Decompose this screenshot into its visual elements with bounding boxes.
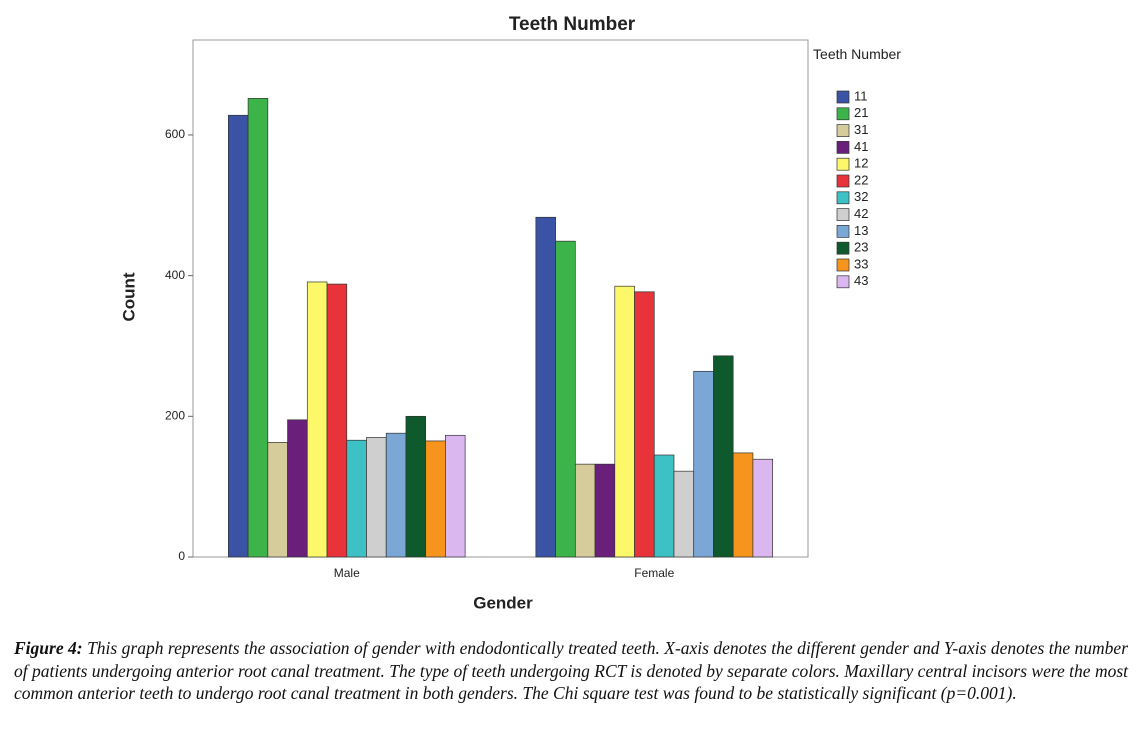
chart-title: Teeth Number — [509, 14, 636, 35]
bar — [594, 463, 616, 558]
legend-swatch — [836, 191, 850, 205]
bar — [614, 285, 635, 558]
bar — [555, 240, 576, 558]
legend-swatch — [836, 124, 850, 137]
bar — [425, 440, 446, 558]
bar — [366, 437, 387, 558]
legend-label: 41 — [854, 139, 868, 154]
x-tick-label: Male — [334, 566, 360, 580]
legend-swatch — [836, 208, 850, 221]
legend-label: 43 — [854, 273, 868, 288]
legend-label: 23 — [854, 240, 868, 255]
legend-swatch — [836, 174, 850, 188]
legend-label: 31 — [854, 122, 868, 137]
y-tick-label: 0 — [178, 549, 185, 563]
legend-label: 11 — [854, 88, 868, 103]
bar — [306, 281, 328, 558]
bar — [287, 419, 308, 558]
bar — [673, 470, 695, 558]
legend-swatch — [836, 141, 850, 154]
legend-label: 12 — [854, 156, 868, 171]
chart: Teeth Number Gender Count 0 200 400 600 Male… — [119, 14, 868, 612]
bar — [385, 432, 407, 558]
y-tick-label: 200 — [165, 408, 185, 422]
legend-swatch — [836, 90, 850, 104]
legend-label: 22 — [854, 172, 868, 187]
bar — [267, 441, 288, 558]
legend-label: 13 — [854, 223, 868, 238]
legend-swatch — [836, 107, 850, 121]
legend-swatch — [836, 157, 850, 171]
legend-title: Teeth Number — [813, 46, 901, 62]
legend-label: 32 — [854, 189, 868, 204]
bar — [405, 415, 427, 558]
legend-swatch — [836, 258, 850, 272]
bar — [326, 283, 348, 558]
bar — [346, 439, 367, 558]
x-tick-label: Female — [634, 566, 674, 580]
bar — [228, 114, 249, 558]
bar — [752, 458, 773, 558]
legend-label: 21 — [854, 105, 868, 120]
bar — [574, 463, 596, 558]
bar — [713, 355, 734, 558]
legend-label: 42 — [854, 206, 868, 221]
bar — [634, 291, 655, 558]
legend-label: 33 — [854, 256, 868, 271]
bar — [693, 370, 714, 558]
y-tick-label: 600 — [165, 127, 185, 141]
y-tick-label: 400 — [165, 268, 185, 282]
bar — [445, 434, 466, 558]
bar — [732, 452, 754, 558]
legend-swatch — [836, 241, 850, 255]
x-axis-label: Gender — [473, 593, 533, 612]
legend-swatch — [836, 225, 850, 238]
caption-text: This graph represents the association of… — [14, 638, 1129, 703]
bar — [653, 454, 675, 558]
caption: Figure 4: This graph represents the asso… — [14, 637, 1128, 705]
caption-label: Figure 4: — [14, 638, 83, 658]
y-axis-label: Count — [119, 272, 138, 321]
legend-swatch — [836, 275, 850, 289]
bar — [535, 216, 556, 558]
bar — [247, 98, 269, 558]
